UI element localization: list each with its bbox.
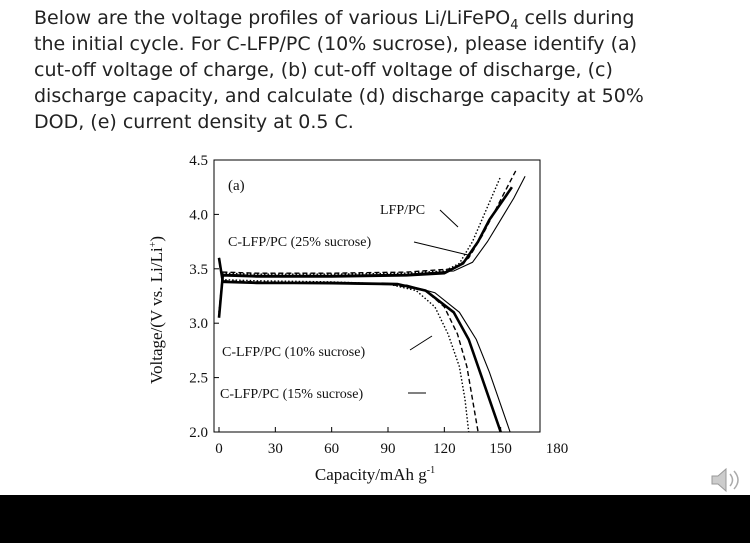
annotation-arrow [439,209,459,228]
charge-curve [217,186,513,318]
plot-frame [213,159,541,433]
y-tick-label: 4.0 [189,207,208,223]
speaker-icon[interactable] [711,467,739,493]
question-line: cut-off voltage of charge, (b) cut-off v… [34,59,613,81]
bottom-bar [0,495,750,543]
discharge-curve [218,257,511,433]
annotation-arrow [413,241,469,256]
question-line: DOD, (e) current density at 0.5 C. [34,111,354,133]
annotation: C-LFP/PC (15% sucrose) [220,387,363,402]
x-tick-label: 60 [324,441,339,457]
question: Below are the voltage profiles of variou… [34,7,644,133]
x-tick-label: 180 [546,441,569,457]
question-line: discharge capacity, and calculate (d) di… [34,85,644,107]
x-axis-label: Capacity/mAh g-1 [315,465,435,484]
annotation: C-LFP/PC (10% sucrose) [222,345,365,360]
x-tick-label: 0 [215,441,223,457]
charge-curve [218,176,526,313]
y-tick-label: 2.5 [189,371,208,387]
question-line: Below are the voltage profiles of variou… [34,7,634,33]
x-tick-label: 30 [268,441,283,457]
panel-label: (a) [228,178,245,194]
x-tick-label: 120 [433,441,456,457]
annotation: C-LFP/PC (25% sucrose) [228,235,371,250]
question-line: the initial cycle. For C-LFP/PC (10% suc… [34,33,637,55]
annotation: LFP/PC [380,203,425,218]
x-tick-label: 150 [489,441,512,457]
y-axis-label: Voltage/(V vs. Li/Li+) [147,236,166,384]
y-tick-label: 3.5 [189,262,208,278]
y-tick-label: 2.0 [189,425,208,441]
y-tick-label: 3.0 [189,316,208,332]
x-tick-label: 90 [381,441,396,457]
chart: (a) LFP/PC C-LFP/PC (25% sucrose) C-LFP/… [147,153,568,484]
annotation-arrow [409,335,433,351]
y-tick-label: 4.5 [189,153,208,169]
